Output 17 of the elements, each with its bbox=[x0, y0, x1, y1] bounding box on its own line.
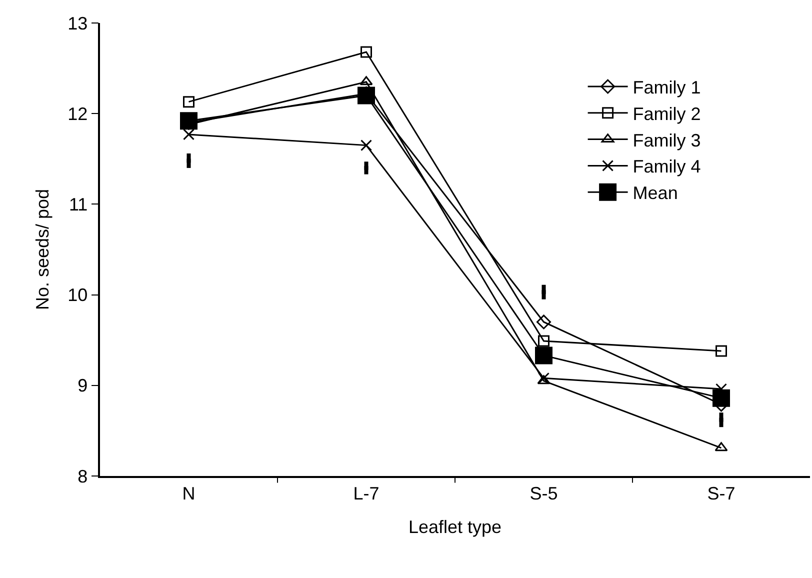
x-tick-label: N bbox=[182, 483, 196, 504]
y-axis-title: No. seeds/ pod bbox=[32, 188, 52, 310]
legend-label: Family 2 bbox=[632, 104, 701, 124]
legend-label: Family 1 bbox=[632, 78, 701, 98]
y-tick-label: 9 bbox=[78, 376, 88, 396]
y-tick-label: 11 bbox=[68, 194, 88, 214]
y-tick-label: 8 bbox=[78, 466, 88, 486]
x-tick-label: S-5 bbox=[530, 483, 558, 504]
y-tick-label: 10 bbox=[68, 285, 88, 306]
x-axis-title: Leaflet type bbox=[408, 516, 502, 537]
y-tick-label: 12 bbox=[68, 104, 88, 124]
x-tick-label: S-7 bbox=[707, 483, 736, 504]
y-tick-label: 13 bbox=[68, 13, 88, 34]
legend-label: Family 4 bbox=[632, 156, 701, 177]
x-tick-label: L-7 bbox=[353, 483, 380, 504]
legend-label: Family 3 bbox=[632, 130, 701, 150]
legend-label: Mean bbox=[632, 183, 678, 204]
